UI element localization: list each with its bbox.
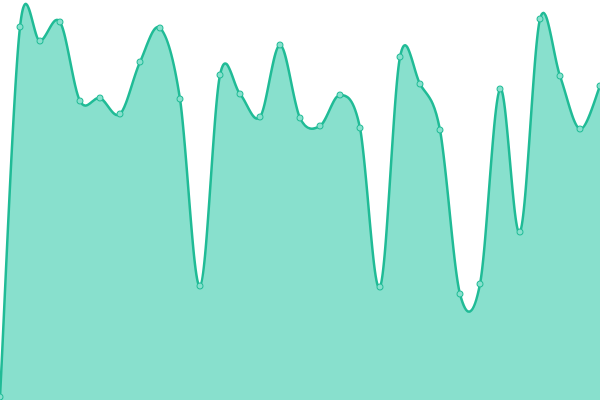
point [316,122,324,130]
point [0,393,4,400]
point [596,82,600,90]
point [436,126,444,134]
point [336,91,344,99]
point [476,280,484,288]
point [136,58,144,66]
point [276,41,284,49]
point [216,71,224,79]
point [16,23,24,31]
point [236,90,244,98]
point [256,113,264,121]
point [96,94,104,102]
point [396,53,404,61]
point [456,290,464,298]
area [0,3,600,400]
point [196,282,204,290]
point [356,124,364,132]
point [156,24,164,32]
point [496,85,504,93]
point [176,95,184,103]
point [116,110,124,118]
point [56,18,64,26]
point [576,125,584,133]
point [536,15,544,23]
point [416,80,424,88]
point [296,114,304,122]
point [556,72,564,80]
point [516,228,524,236]
point [36,37,44,45]
point [76,97,84,105]
point [376,283,384,291]
